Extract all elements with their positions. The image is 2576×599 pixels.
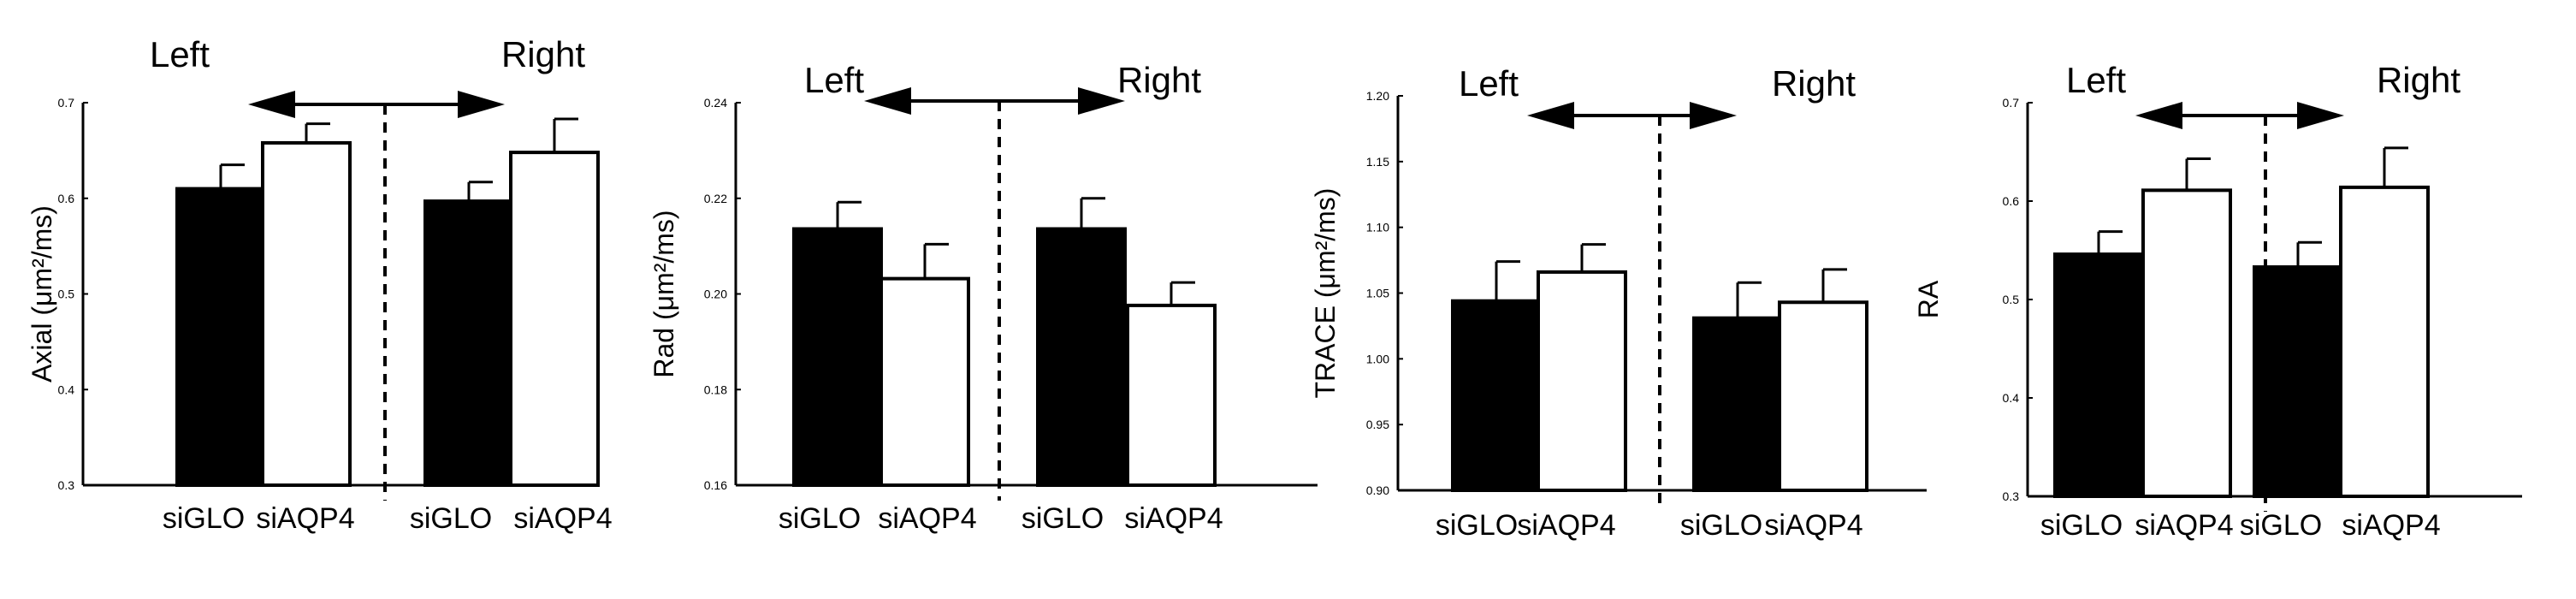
group-label-left: Left <box>804 60 864 100</box>
bar-siaqp4-left <box>261 140 352 487</box>
group-label-left: Left <box>1459 63 1519 104</box>
arrow-head-left <box>248 91 295 118</box>
y-tick-label: 0.7 <box>58 96 75 110</box>
y-tick-label: 0.3 <box>58 478 75 492</box>
arrow-head-right <box>1078 87 1125 115</box>
group-label-right: Right <box>1117 60 1201 100</box>
bar-siaqp4-right <box>509 151 600 488</box>
group-label-left: Left <box>2066 60 2126 100</box>
arrow-head-right <box>1690 102 1737 129</box>
y-tick-label: 0.4 <box>58 383 75 396</box>
y-tick-label: 0.90 <box>1366 483 1389 497</box>
category-label-siaqp4: siAQP4 <box>1124 502 1223 535</box>
y-tick-label: 0.22 <box>704 192 727 205</box>
y-tick-label: 1.20 <box>1366 89 1389 103</box>
y-axis-label: Axial (μm²/ms) <box>27 205 57 383</box>
arrow-head-right <box>458 91 505 118</box>
bar-siaqp4-left <box>2141 188 2232 498</box>
arrow-head-left <box>1527 102 1574 129</box>
y-axis-label: TRACE (μm²/ms) <box>1310 188 1341 399</box>
bar-siglo-right <box>2253 265 2343 498</box>
bar-siglo-right <box>423 199 514 487</box>
bar-siglo-left <box>792 227 883 487</box>
bar-siaqp4-right <box>1126 303 1217 487</box>
y-axis-label: Rad (μm²/ms) <box>648 210 679 377</box>
arrow-head-left <box>2135 102 2182 129</box>
category-label-siglo: siGLO <box>2040 509 2123 542</box>
y-tick-label: 1.10 <box>1366 221 1389 234</box>
y-tick-label: 0.18 <box>704 383 727 396</box>
y-tick-label: 0.3 <box>2003 489 2020 503</box>
category-label-siglo: siGLO <box>410 502 492 535</box>
category-label-siaqp4: siAQP4 <box>513 502 612 535</box>
y-tick-label: 0.7 <box>2003 96 2020 110</box>
bar-siaqp4-right <box>2339 185 2430 498</box>
bar-siglo-left <box>1451 299 1542 492</box>
category-label-siglo: siGLO <box>1680 509 1762 542</box>
arrow-head-right <box>2297 102 2344 129</box>
y-tick-label: 0.5 <box>58 288 75 301</box>
y-tick-label: 1.05 <box>1366 287 1389 300</box>
category-label-siaqp4: siAQP4 <box>1764 509 1862 542</box>
category-label-siglo: siGLO <box>779 502 861 535</box>
bar-siaqp4-left <box>1537 270 1627 492</box>
bar-siglo-right <box>1692 316 1783 492</box>
bar-siaqp4-right <box>1778 300 1868 492</box>
chart-panel-2: 0.16 0.18 0.20 0.22 0.24 Rad (μm²/ms) Left Righ… <box>648 60 1318 535</box>
y-tick-label: 0.24 <box>704 96 727 110</box>
bar-siglo-left <box>175 187 266 487</box>
arrow-head-left <box>864 87 911 115</box>
category-label-siaqp4: siAQP4 <box>2135 509 2233 542</box>
category-label-siaqp4: siAQP4 <box>878 502 976 535</box>
category-label-siglo: siGLO <box>163 502 245 535</box>
category-label-siaqp4: siAQP4 <box>1517 509 1615 542</box>
category-label-siglo: siGLO <box>1436 509 1518 542</box>
y-tick-label: 1.15 <box>1366 155 1389 169</box>
group-label-right: Right <box>501 34 585 74</box>
y-tick-label: 1.00 <box>1366 352 1389 365</box>
group-label-right: Right <box>1772 63 1856 104</box>
y-tick-label: 0.16 <box>704 478 727 492</box>
category-label-siglo: siGLO <box>1022 502 1104 535</box>
y-tick-label: 0.5 <box>2003 293 2020 306</box>
y-tick-label: 0.4 <box>2003 391 2020 405</box>
bar-siglo-right <box>1036 227 1127 487</box>
category-label-siaqp4: siAQP4 <box>256 502 354 535</box>
y-axis-label: RA <box>1913 280 1944 318</box>
category-label-siaqp4: siAQP4 <box>2342 509 2440 542</box>
chart-panel-3: 0.90 0.95 1.00 1.05 1.10 1.15 1.20 TRACE (μm²/m… <box>1310 63 1927 542</box>
bar-siglo-left <box>2053 252 2144 498</box>
bar-siaqp4-left <box>879 276 970 487</box>
y-tick-label: 0.20 <box>704 288 727 301</box>
y-tick-label: 0.6 <box>2003 194 2020 208</box>
y-tick-label: 0.95 <box>1366 418 1389 431</box>
y-tick-label: 0.6 <box>58 192 75 205</box>
chart-panel-1: 0.3 0.4 0.5 0.6 0.7 Axial (μm²/ms) Left Right si… <box>27 34 613 535</box>
category-label-siglo: siGLO <box>2240 509 2322 542</box>
group-label-left: Left <box>150 34 210 74</box>
group-label-right: Right <box>2377 60 2461 100</box>
